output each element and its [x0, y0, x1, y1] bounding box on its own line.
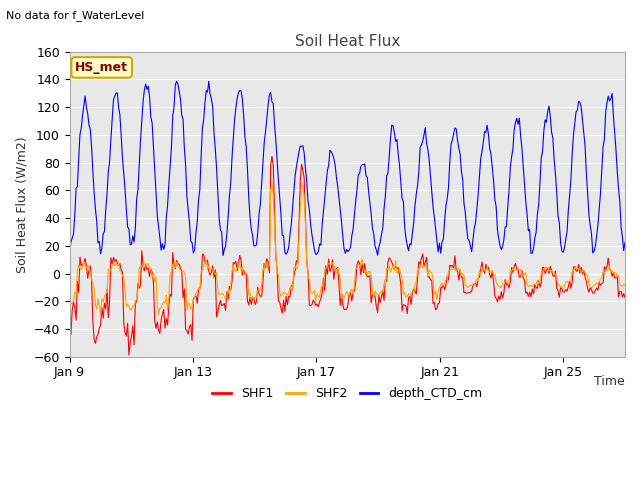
SHF2 — [66, 297, 74, 302]
SHF1 — [577, 264, 585, 270]
SHF1 — [496, 297, 504, 302]
Line: SHF2: SHF2 — [70, 183, 625, 315]
SHF2 — [299, 180, 307, 186]
SHF2 — [390, 267, 398, 273]
SHF1 — [66, 323, 74, 328]
Text: HS_met: HS_met — [76, 61, 128, 74]
depth_CTD_cm — [508, 154, 515, 160]
SHF2 — [155, 312, 163, 318]
SHF2 — [508, 268, 515, 274]
depth_CTD_cm — [108, 116, 116, 121]
Line: depth_CTD_cm: depth_CTD_cm — [70, 81, 625, 255]
SHF2 — [577, 270, 585, 276]
depth_CTD_cm — [66, 250, 74, 256]
depth_CTD_cm — [496, 243, 504, 249]
SHF1 — [508, 264, 515, 270]
depth_CTD_cm — [173, 78, 180, 84]
SHF1 — [621, 295, 629, 300]
Text: Time: Time — [595, 375, 625, 388]
depth_CTD_cm — [621, 240, 629, 245]
depth_CTD_cm — [454, 137, 461, 143]
SHF1 — [390, 267, 398, 273]
SHF1 — [268, 154, 276, 159]
Text: No data for f_WaterLevel: No data for f_WaterLevel — [6, 10, 145, 21]
SHF2 — [621, 282, 629, 288]
Legend: SHF1, SHF2, depth_CTD_cm: SHF1, SHF2, depth_CTD_cm — [207, 383, 488, 406]
Line: SHF1: SHF1 — [70, 156, 625, 355]
SHF1 — [454, 268, 461, 274]
SHF2 — [496, 284, 504, 290]
SHF1 — [108, 261, 116, 266]
Title: Soil Heat Flux: Soil Heat Flux — [294, 34, 400, 49]
SHF2 — [108, 262, 116, 268]
depth_CTD_cm — [577, 104, 585, 110]
Y-axis label: Soil Heat Flux (W/m2): Soil Heat Flux (W/m2) — [15, 136, 28, 273]
SHF1 — [125, 352, 132, 358]
depth_CTD_cm — [219, 252, 227, 258]
depth_CTD_cm — [390, 130, 398, 135]
SHF2 — [454, 267, 461, 273]
